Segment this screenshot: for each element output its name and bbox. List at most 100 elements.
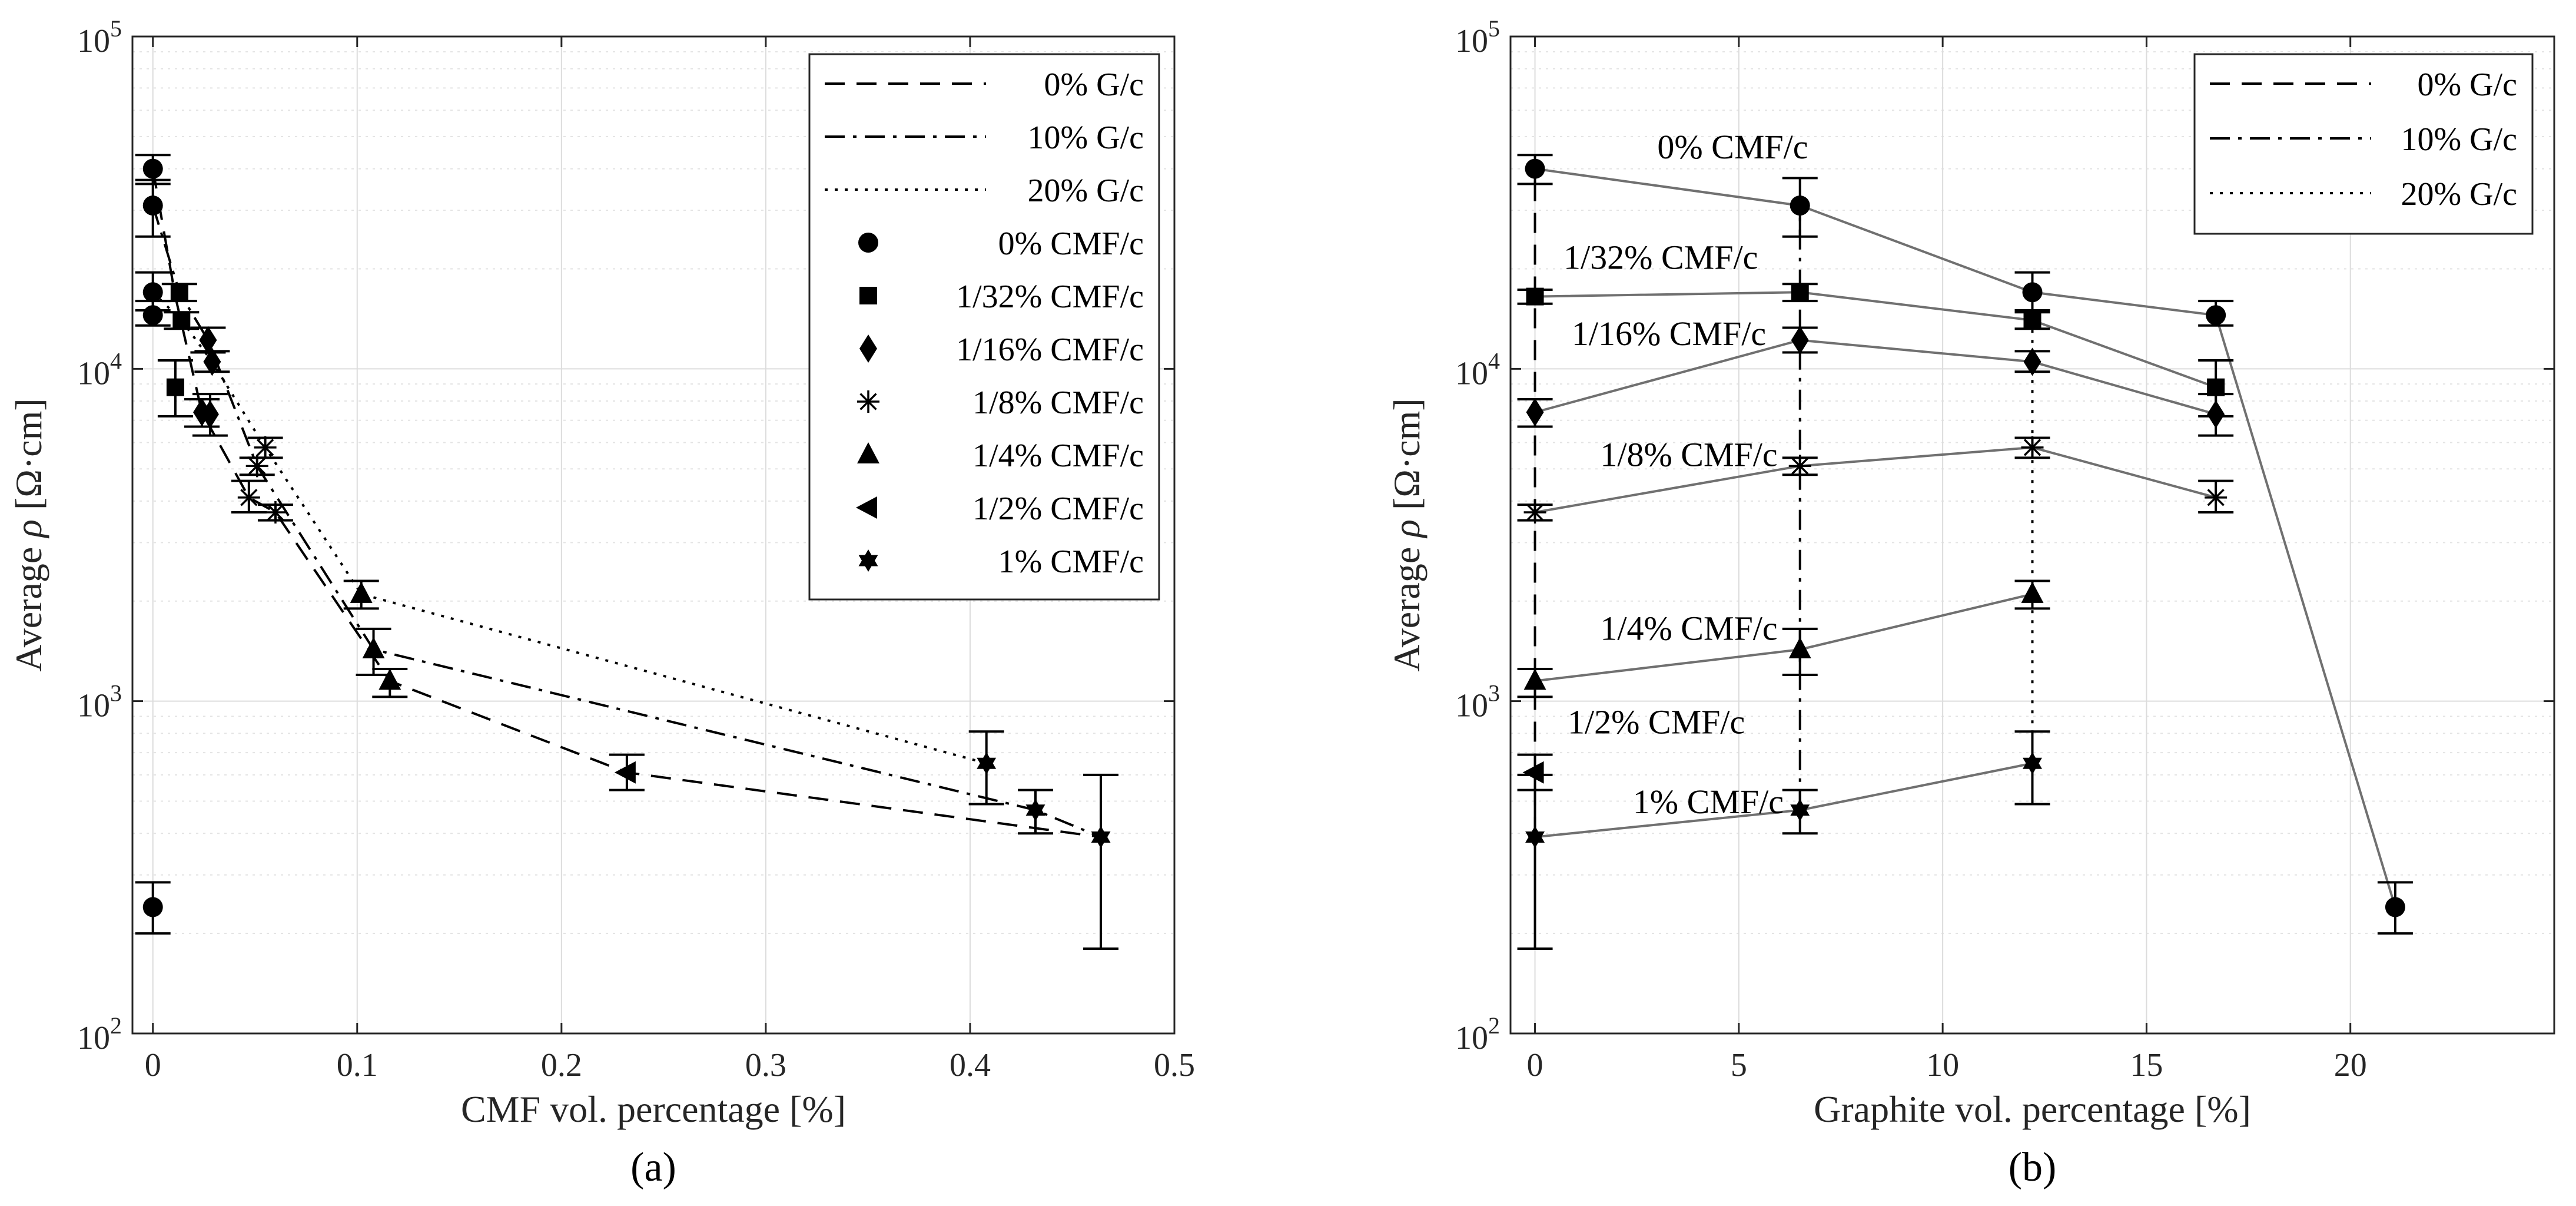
legend-label: 1/4% CMF/c (972, 438, 1144, 474)
y-tick-exponent: 5 (1488, 15, 1500, 42)
data-point-asterisk (1788, 455, 1811, 478)
data-point-triangle-left (614, 761, 636, 784)
legend-label: 10% G/c (1027, 120, 1144, 156)
data-point-asterisk (254, 436, 277, 459)
y-axis-label-prefix: Average (1386, 538, 1428, 672)
x-tick-label: 10 (1926, 1047, 1959, 1084)
legend-label: 1% CMF/c (998, 544, 1144, 580)
x-axis-label: CMF vol. percentage [%] (461, 1088, 846, 1130)
data-point-diamond (201, 400, 219, 429)
x-tick-label: 5 (1731, 1047, 1747, 1084)
legend-marker-asterisk (857, 390, 879, 413)
x-axis-label: Graphite vol. percentage [%] (1814, 1088, 2251, 1130)
series-4 (343, 579, 408, 698)
x-tick-label: 15 (2130, 1047, 2163, 1084)
data-point-asterisk (264, 501, 287, 524)
legend-label: 1/2% CMF/c (972, 491, 1144, 527)
data-point-hexagram (1091, 826, 1111, 849)
series-5 (609, 753, 645, 791)
legend-label: 1/16% CMF/c (956, 332, 1144, 368)
series-annotation: 1% CMF/c (1633, 783, 1784, 821)
data-point-asterisk-stroke (267, 503, 284, 521)
legend-marker-square (859, 287, 877, 304)
data-point-asterisk (1523, 501, 1546, 524)
series-annotation: 0% CMF/c (1657, 128, 1808, 166)
legend-label: 20% G/c (1027, 173, 1144, 209)
y-axis-label: Average ρ [Ω·cm] (1386, 398, 1428, 671)
data-point-square (166, 378, 184, 396)
series-0 (1517, 154, 2413, 935)
legend-label: 1/8% CMF/c (972, 385, 1144, 421)
data-point-hexagram (1525, 826, 1545, 849)
data-point-square (1791, 283, 1809, 302)
data-point-circle (142, 305, 163, 326)
data-point-asterisk-stroke (240, 489, 258, 506)
legend-marker-triangle-left (856, 496, 877, 519)
y-tick-mantissa: 10 (77, 688, 110, 724)
data-point-circle (2385, 897, 2405, 917)
y-tick-exponent: 3 (110, 680, 122, 707)
panel-caption: (b) (2009, 1145, 2057, 1190)
series-line-dotted (152, 291, 987, 765)
series-annotation: 1/8% CMF/c (1600, 435, 1777, 473)
data-point-triangle-up (1788, 637, 1811, 659)
x-tick-label: 0.2 (541, 1047, 582, 1084)
y-tick-label: 103 (1455, 680, 1500, 724)
y-tick-label: 102 (77, 1012, 122, 1056)
legend-label: 10% G/c (2401, 121, 2517, 158)
y-tick-label: 104 (77, 347, 122, 392)
data-point-circle (2022, 282, 2043, 303)
y-tick-exponent: 4 (110, 347, 122, 374)
series-1 (1517, 283, 2234, 418)
data-point-hexagram (2023, 752, 2042, 775)
series-3 (231, 436, 293, 524)
series-3 (1517, 436, 2234, 524)
panel-caption: (a) (630, 1145, 676, 1190)
legend-marker-hexagram (858, 549, 878, 572)
data-point-asterisk (237, 486, 260, 509)
y-tick-label: 105 (77, 15, 122, 59)
data-point-triangle-left (1522, 761, 1544, 784)
series-annotation: 1/4% CMF/c (1600, 609, 1777, 647)
data-point-diamond (1526, 398, 1544, 427)
series-6 (1517, 730, 2050, 950)
series-2 (1517, 326, 2234, 437)
y-tick-exponent: 2 (110, 1012, 122, 1039)
x-tick-label: 0 (1527, 1047, 1543, 1084)
data-point-diamond (2023, 347, 2041, 376)
data-point-hexagram (1025, 799, 1045, 821)
y-tick-mantissa: 10 (77, 355, 110, 392)
trend-line (1535, 446, 2216, 513)
legend-label: 1/32% CMF/c (956, 279, 1144, 315)
series-annotation: 1/16% CMF/c (1572, 314, 1766, 353)
legend-label: 0% G/c (2417, 67, 2517, 103)
y-axis-label: Average ρ [Ω·cm] (8, 398, 49, 671)
data-point-asterisk-stroke (248, 457, 266, 475)
y-axis-label-units: [Ω·cm] (8, 398, 49, 519)
data-point-circle (1790, 196, 1810, 216)
legend-marker-diamond (859, 334, 877, 363)
y-tick-label: 102 (1455, 1012, 1500, 1056)
data-point-square (2023, 311, 2041, 329)
data-point-hexagram-part (2023, 757, 2042, 775)
data-point-hexagram-part (1025, 804, 1045, 821)
data-point-diamond (203, 347, 221, 376)
data-point-triangle-up (362, 637, 385, 659)
legend-marker-hexagram-part (858, 555, 878, 572)
data-point-circle (2206, 305, 2226, 326)
data-point-asterisk-stroke (256, 439, 274, 456)
data-point-triangle-up (2021, 581, 2044, 603)
y-tick-mantissa: 10 (1455, 688, 1488, 724)
data-point-square (172, 311, 191, 329)
legend: 0% G/c 10% G/c 20% G/c 0% CMF/c 1/32% CMF/c 1… (808, 53, 1160, 601)
data-point-triangle-up (1523, 668, 1546, 690)
data-point-asterisk-stroke (2207, 489, 2225, 506)
plot-frame (131, 35, 1176, 1035)
legend: 0% G/c 10% G/c 20% G/c (2193, 53, 2534, 235)
series-1 (157, 283, 200, 418)
x-tick-label: 0.5 (1154, 1047, 1195, 1084)
data-point-hexagram-part (1091, 831, 1111, 849)
